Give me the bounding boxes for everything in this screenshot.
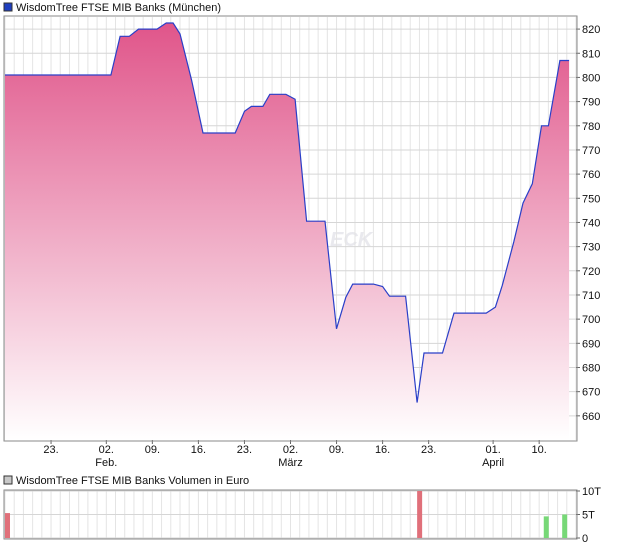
legend-swatch-volume xyxy=(3,475,13,485)
y-tick-label: 730 xyxy=(582,242,600,254)
y-tick-label: 770 xyxy=(582,145,600,157)
price-area xyxy=(5,22,570,440)
volume-bar xyxy=(5,513,10,538)
x-tick-month-label: April xyxy=(482,457,504,469)
y-tick-label: 660 xyxy=(582,411,600,423)
y-tick-label: 780 xyxy=(582,121,600,133)
x-tick-label: 16. xyxy=(191,444,206,456)
y-tick-label: 810 xyxy=(582,48,600,60)
x-tick-label: 23. xyxy=(43,444,58,456)
x-tick-label: 16. xyxy=(375,444,390,456)
volume-chart-title: WisdomTree FTSE MIB Banks Volumen in Eur… xyxy=(16,475,249,487)
y-tick-label: 740 xyxy=(582,217,600,229)
x-tick-label: 23. xyxy=(421,444,436,456)
volume-plot-frame xyxy=(3,489,578,540)
main-chart-title: WisdomTree FTSE MIB Banks (München) xyxy=(16,2,221,14)
x-tick-label: 10. xyxy=(532,444,547,456)
price-line xyxy=(5,22,570,403)
price-area-fill xyxy=(5,23,570,440)
y-tick-label: 790 xyxy=(582,97,600,109)
volume-bar xyxy=(562,514,568,538)
volume-grid xyxy=(4,490,577,539)
volume-y-tick-label: 0 xyxy=(582,533,588,545)
x-tick-label: 02. xyxy=(99,444,114,456)
volume-bar xyxy=(417,491,423,538)
x-tick-label: 09. xyxy=(329,444,344,456)
x-tick-label: 09. xyxy=(145,444,160,456)
main-y-axis: 660 670 680 690 700 710 720 730 740 750 760 770 780 7… xyxy=(576,24,600,423)
y-tick-label: 670 xyxy=(582,387,600,399)
y-tick-label: 720 xyxy=(582,266,600,278)
y-tick-label: 710 xyxy=(582,290,600,302)
y-tick-label: 760 xyxy=(582,169,600,181)
y-tick-label: 690 xyxy=(582,338,600,350)
volume-y-tick-label: 5T xyxy=(582,510,595,522)
volume-bar xyxy=(543,516,549,538)
y-tick-label: 800 xyxy=(582,72,600,84)
volume-bars xyxy=(5,491,568,538)
x-tick-label: 01. xyxy=(485,444,500,456)
x-tick-month-label: März xyxy=(278,457,302,469)
volume-y-tick-label: 10T xyxy=(582,486,601,498)
main-plot-frame xyxy=(3,15,578,442)
y-tick-label: 820 xyxy=(582,24,600,36)
legend-swatch-price xyxy=(3,2,13,12)
x-tick-label: 23. xyxy=(237,444,252,456)
x-tick-label: 02. xyxy=(283,444,298,456)
y-tick-label: 680 xyxy=(582,362,600,374)
y-tick-label: 700 xyxy=(582,314,600,326)
watermark: ECK xyxy=(330,229,374,251)
y-tick-label: 750 xyxy=(582,193,600,205)
x-tick-month-label: Feb. xyxy=(95,457,117,469)
volume-y-axis: 0 5T 10T xyxy=(576,486,601,545)
